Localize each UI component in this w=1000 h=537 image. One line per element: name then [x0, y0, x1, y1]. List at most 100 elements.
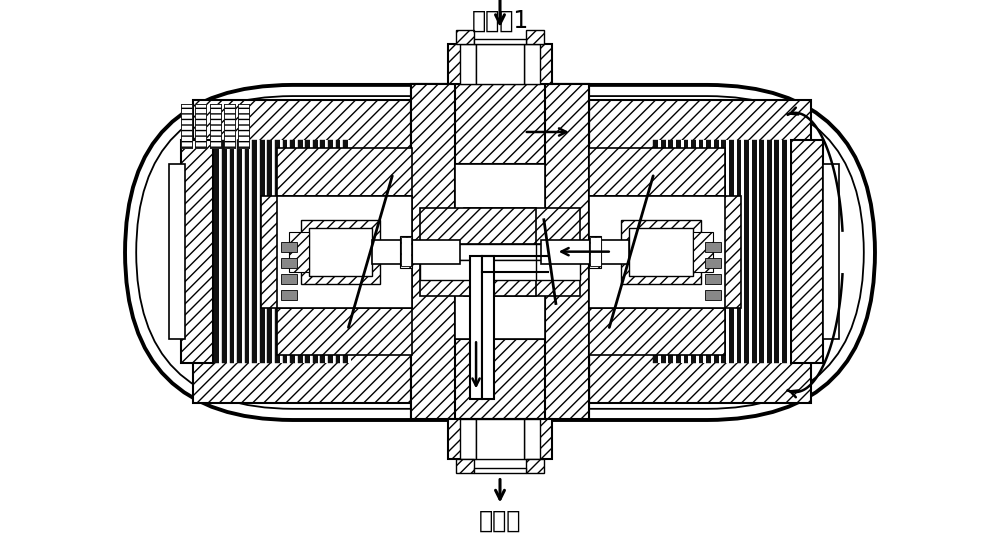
- Bar: [287, 140, 290, 364]
- Bar: [401, 237, 411, 266]
- Bar: [589, 236, 601, 267]
- Bar: [313, 140, 318, 364]
- Bar: [249, 140, 252, 364]
- Bar: [711, 140, 714, 364]
- Bar: [734, 140, 737, 364]
- Bar: [705, 258, 721, 267]
- Bar: [275, 140, 280, 364]
- Bar: [281, 290, 297, 300]
- Bar: [372, 240, 460, 264]
- Bar: [590, 237, 601, 266]
- Bar: [242, 140, 245, 364]
- Bar: [774, 140, 779, 364]
- Bar: [301, 220, 380, 259]
- Bar: [545, 84, 589, 419]
- Bar: [779, 140, 782, 364]
- Bar: [524, 419, 540, 459]
- Bar: [524, 44, 540, 84]
- Bar: [420, 244, 536, 259]
- Bar: [280, 140, 283, 364]
- Bar: [238, 104, 249, 148]
- Bar: [705, 242, 721, 252]
- Bar: [681, 140, 684, 364]
- Bar: [757, 140, 759, 364]
- Bar: [281, 274, 297, 284]
- Bar: [224, 104, 235, 148]
- Bar: [411, 84, 589, 164]
- Bar: [787, 140, 790, 364]
- Bar: [729, 140, 734, 364]
- Bar: [318, 140, 320, 364]
- Bar: [267, 140, 272, 364]
- Bar: [257, 140, 260, 364]
- Bar: [281, 258, 297, 267]
- Bar: [181, 104, 192, 148]
- Bar: [726, 140, 729, 364]
- Bar: [764, 140, 767, 364]
- Bar: [476, 44, 524, 84]
- Bar: [222, 140, 227, 364]
- Bar: [283, 140, 287, 364]
- Bar: [181, 140, 213, 364]
- Bar: [456, 459, 474, 474]
- Bar: [464, 244, 580, 259]
- Bar: [455, 164, 545, 339]
- Bar: [328, 140, 333, 364]
- Bar: [227, 140, 230, 364]
- Bar: [709, 196, 741, 308]
- Bar: [245, 140, 249, 364]
- Bar: [706, 140, 711, 364]
- Bar: [629, 228, 693, 275]
- Bar: [400, 236, 412, 267]
- Bar: [448, 44, 552, 84]
- Bar: [219, 140, 222, 364]
- Bar: [705, 274, 721, 284]
- Bar: [589, 196, 725, 308]
- Bar: [272, 140, 275, 364]
- Bar: [230, 140, 234, 364]
- Bar: [411, 339, 589, 419]
- Bar: [265, 140, 267, 364]
- Bar: [684, 140, 688, 364]
- Bar: [589, 100, 811, 164]
- Bar: [749, 140, 752, 364]
- Bar: [476, 419, 524, 459]
- Bar: [589, 308, 725, 355]
- Bar: [589, 196, 621, 308]
- Bar: [210, 104, 221, 148]
- Bar: [737, 140, 741, 364]
- Bar: [289, 231, 309, 272]
- Bar: [301, 259, 380, 284]
- Bar: [474, 39, 526, 44]
- Bar: [526, 459, 544, 474]
- Bar: [719, 140, 721, 364]
- Bar: [325, 140, 328, 364]
- Bar: [464, 259, 580, 295]
- FancyBboxPatch shape: [125, 85, 875, 420]
- Bar: [693, 231, 713, 272]
- Bar: [772, 140, 774, 364]
- Bar: [676, 140, 681, 364]
- Bar: [721, 140, 726, 364]
- Bar: [691, 140, 696, 364]
- Bar: [348, 140, 351, 364]
- Bar: [744, 140, 749, 364]
- Bar: [673, 140, 676, 364]
- Bar: [470, 256, 482, 399]
- Bar: [310, 140, 313, 364]
- FancyBboxPatch shape: [136, 96, 864, 409]
- Bar: [456, 30, 474, 44]
- Bar: [703, 140, 706, 364]
- Bar: [460, 419, 476, 459]
- Bar: [420, 208, 536, 244]
- Bar: [699, 140, 703, 364]
- Bar: [668, 140, 673, 364]
- Bar: [195, 104, 206, 148]
- Bar: [696, 140, 699, 364]
- Text: 进气口1: 进气口1: [471, 8, 529, 32]
- Bar: [782, 140, 787, 364]
- Bar: [767, 140, 772, 364]
- Bar: [181, 104, 192, 148]
- Bar: [482, 256, 494, 399]
- Bar: [277, 148, 412, 196]
